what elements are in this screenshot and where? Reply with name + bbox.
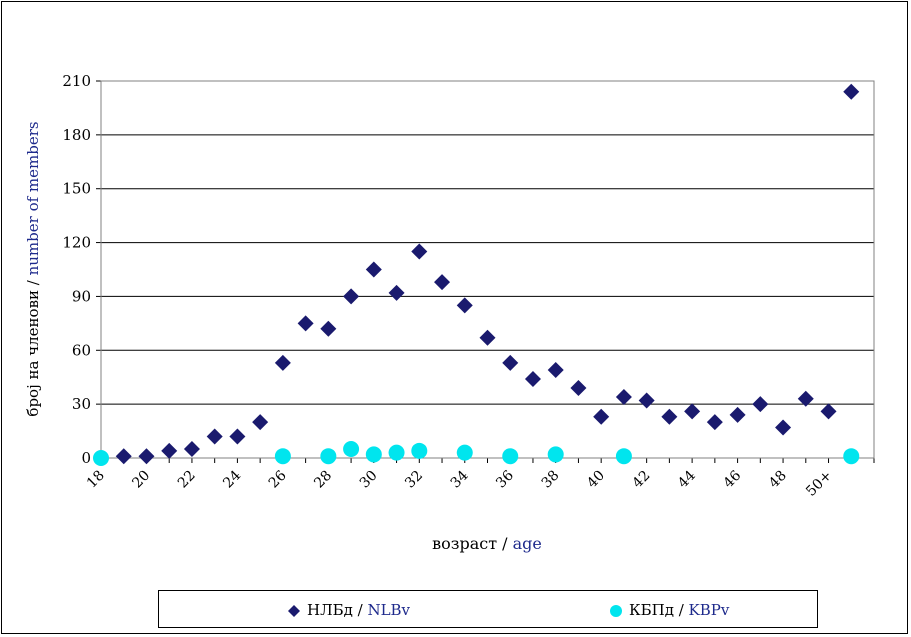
kbpv-point: [388, 444, 405, 461]
legend-label-en: KBPv: [688, 601, 730, 619]
data-points: [93, 83, 860, 466]
y-tick-label: 90: [72, 287, 91, 305]
nlbv-point: [229, 428, 246, 445]
kbpv-point: [456, 444, 473, 461]
x-tick-label: 30: [357, 468, 381, 492]
legend-label-en: NLBv: [367, 601, 411, 619]
nlbv-point: [297, 315, 314, 332]
y-tick-label: 30: [72, 395, 91, 413]
x-tick-label: 44: [675, 467, 699, 491]
x-axis-title-sep: /: [497, 534, 513, 553]
legend-label-sep: /: [673, 601, 689, 619]
x-tick-label: 36: [493, 467, 517, 491]
y-tick-label: 120: [62, 234, 91, 252]
nlbv-point: [570, 379, 587, 396]
y-tick-label: 60: [72, 341, 91, 359]
legend-label-mk: НЛБд: [307, 601, 353, 619]
nlbv-point: [706, 414, 723, 431]
y-axis-title-mk: број на членови: [24, 290, 42, 417]
nlbv-point: [638, 392, 655, 409]
y-axis-title-sep: /: [24, 275, 42, 290]
nlbv-point: [843, 83, 860, 100]
x-tick-label: 50+: [803, 468, 835, 500]
x-tick-label: 26: [266, 467, 290, 491]
x-axis-title: возраст / age: [432, 534, 542, 553]
legend-item-nlbv: НЛБд / NLBv: [287, 601, 410, 619]
x-tick-label: 28: [311, 468, 335, 492]
nlbv-point: [502, 354, 519, 371]
x-tick-label: 46: [720, 467, 744, 491]
nlbv-point: [684, 403, 701, 420]
x-tick-label: 40: [584, 468, 608, 492]
x-tick-label: 38: [539, 468, 563, 492]
kbpv-point: [320, 448, 337, 465]
nlbv-point: [456, 297, 473, 314]
x-tick-label: 48: [766, 468, 790, 492]
kbpv-point: [343, 441, 360, 458]
x-tick-label: 32: [402, 468, 426, 492]
nlbv-point: [479, 329, 496, 346]
x-tick-label: 34: [448, 467, 472, 491]
x-tick-label: 20: [129, 468, 153, 492]
y-axis-title-en: number of members: [24, 121, 42, 275]
nlbv-point: [388, 284, 405, 301]
kbpv-point: [411, 442, 428, 459]
nlbv-point: [183, 441, 200, 458]
legend-label-mk: КБПд: [629, 601, 674, 619]
kbpv-point: [502, 448, 519, 465]
nlbv-point: [274, 354, 291, 371]
x-tick-label: 22: [175, 468, 199, 492]
circle-icon: [610, 605, 622, 617]
y-tick-label: 0: [81, 449, 91, 467]
kbpv-point: [843, 448, 860, 465]
y-axis-ticks: 0 30 60 90 120 150 180 210: [62, 72, 91, 467]
x-tick-label: 24: [220, 467, 244, 491]
nlbv-point: [593, 408, 610, 425]
nlbv-point: [138, 448, 155, 465]
nlbv-point: [115, 448, 132, 465]
nlbv-point: [797, 390, 814, 407]
x-axis-title-en: age: [513, 534, 542, 553]
nlbv-point: [820, 403, 837, 420]
legend-label-sep: /: [352, 601, 368, 619]
y-tick-label: 210: [62, 72, 91, 90]
nlbv-point: [206, 428, 223, 445]
y-tick-label: 150: [62, 180, 91, 198]
nlbv-point: [524, 371, 541, 388]
x-axis-ticks: 18 20 22 24 26 28 30 32 34 36 38 40 42 44 46 48 50+: [84, 467, 835, 499]
kbpv-point: [615, 448, 632, 465]
y-tick-label: 180: [62, 126, 91, 144]
nlbv-point: [775, 419, 792, 436]
kbpv-point: [274, 448, 291, 465]
legend-item-kbpv: КБПд / KBPv: [609, 601, 729, 619]
nlbv-point: [547, 362, 564, 379]
nlbv-point: [615, 388, 632, 405]
nlbv-point: [365, 261, 382, 278]
kbpv-point: [547, 446, 564, 463]
nlbv-point: [434, 274, 451, 291]
kbpv-point: [365, 446, 382, 463]
legend: НЛБд / NLBv КБПд / KBPv: [158, 590, 818, 628]
x-tick-label: 18: [84, 468, 108, 492]
plot-area: [100, 80, 875, 459]
grid-lines: [96, 80, 875, 463]
nlbv-point: [752, 396, 769, 413]
kbpv-point: [93, 450, 109, 466]
nlbv-point: [729, 406, 746, 423]
nlbv-point: [411, 243, 428, 260]
x-axis-title-mk: возраст: [432, 534, 497, 553]
nlbv-point: [320, 320, 337, 337]
nlbv-point: [161, 442, 178, 459]
y-axis-title: број на членови / number of members: [24, 121, 42, 416]
x-tick-label: 42: [630, 468, 654, 492]
nlbv-point: [252, 414, 269, 431]
nlbv-point: [343, 288, 360, 305]
nlbv-point: [661, 408, 678, 425]
diamond-icon: [288, 605, 300, 617]
